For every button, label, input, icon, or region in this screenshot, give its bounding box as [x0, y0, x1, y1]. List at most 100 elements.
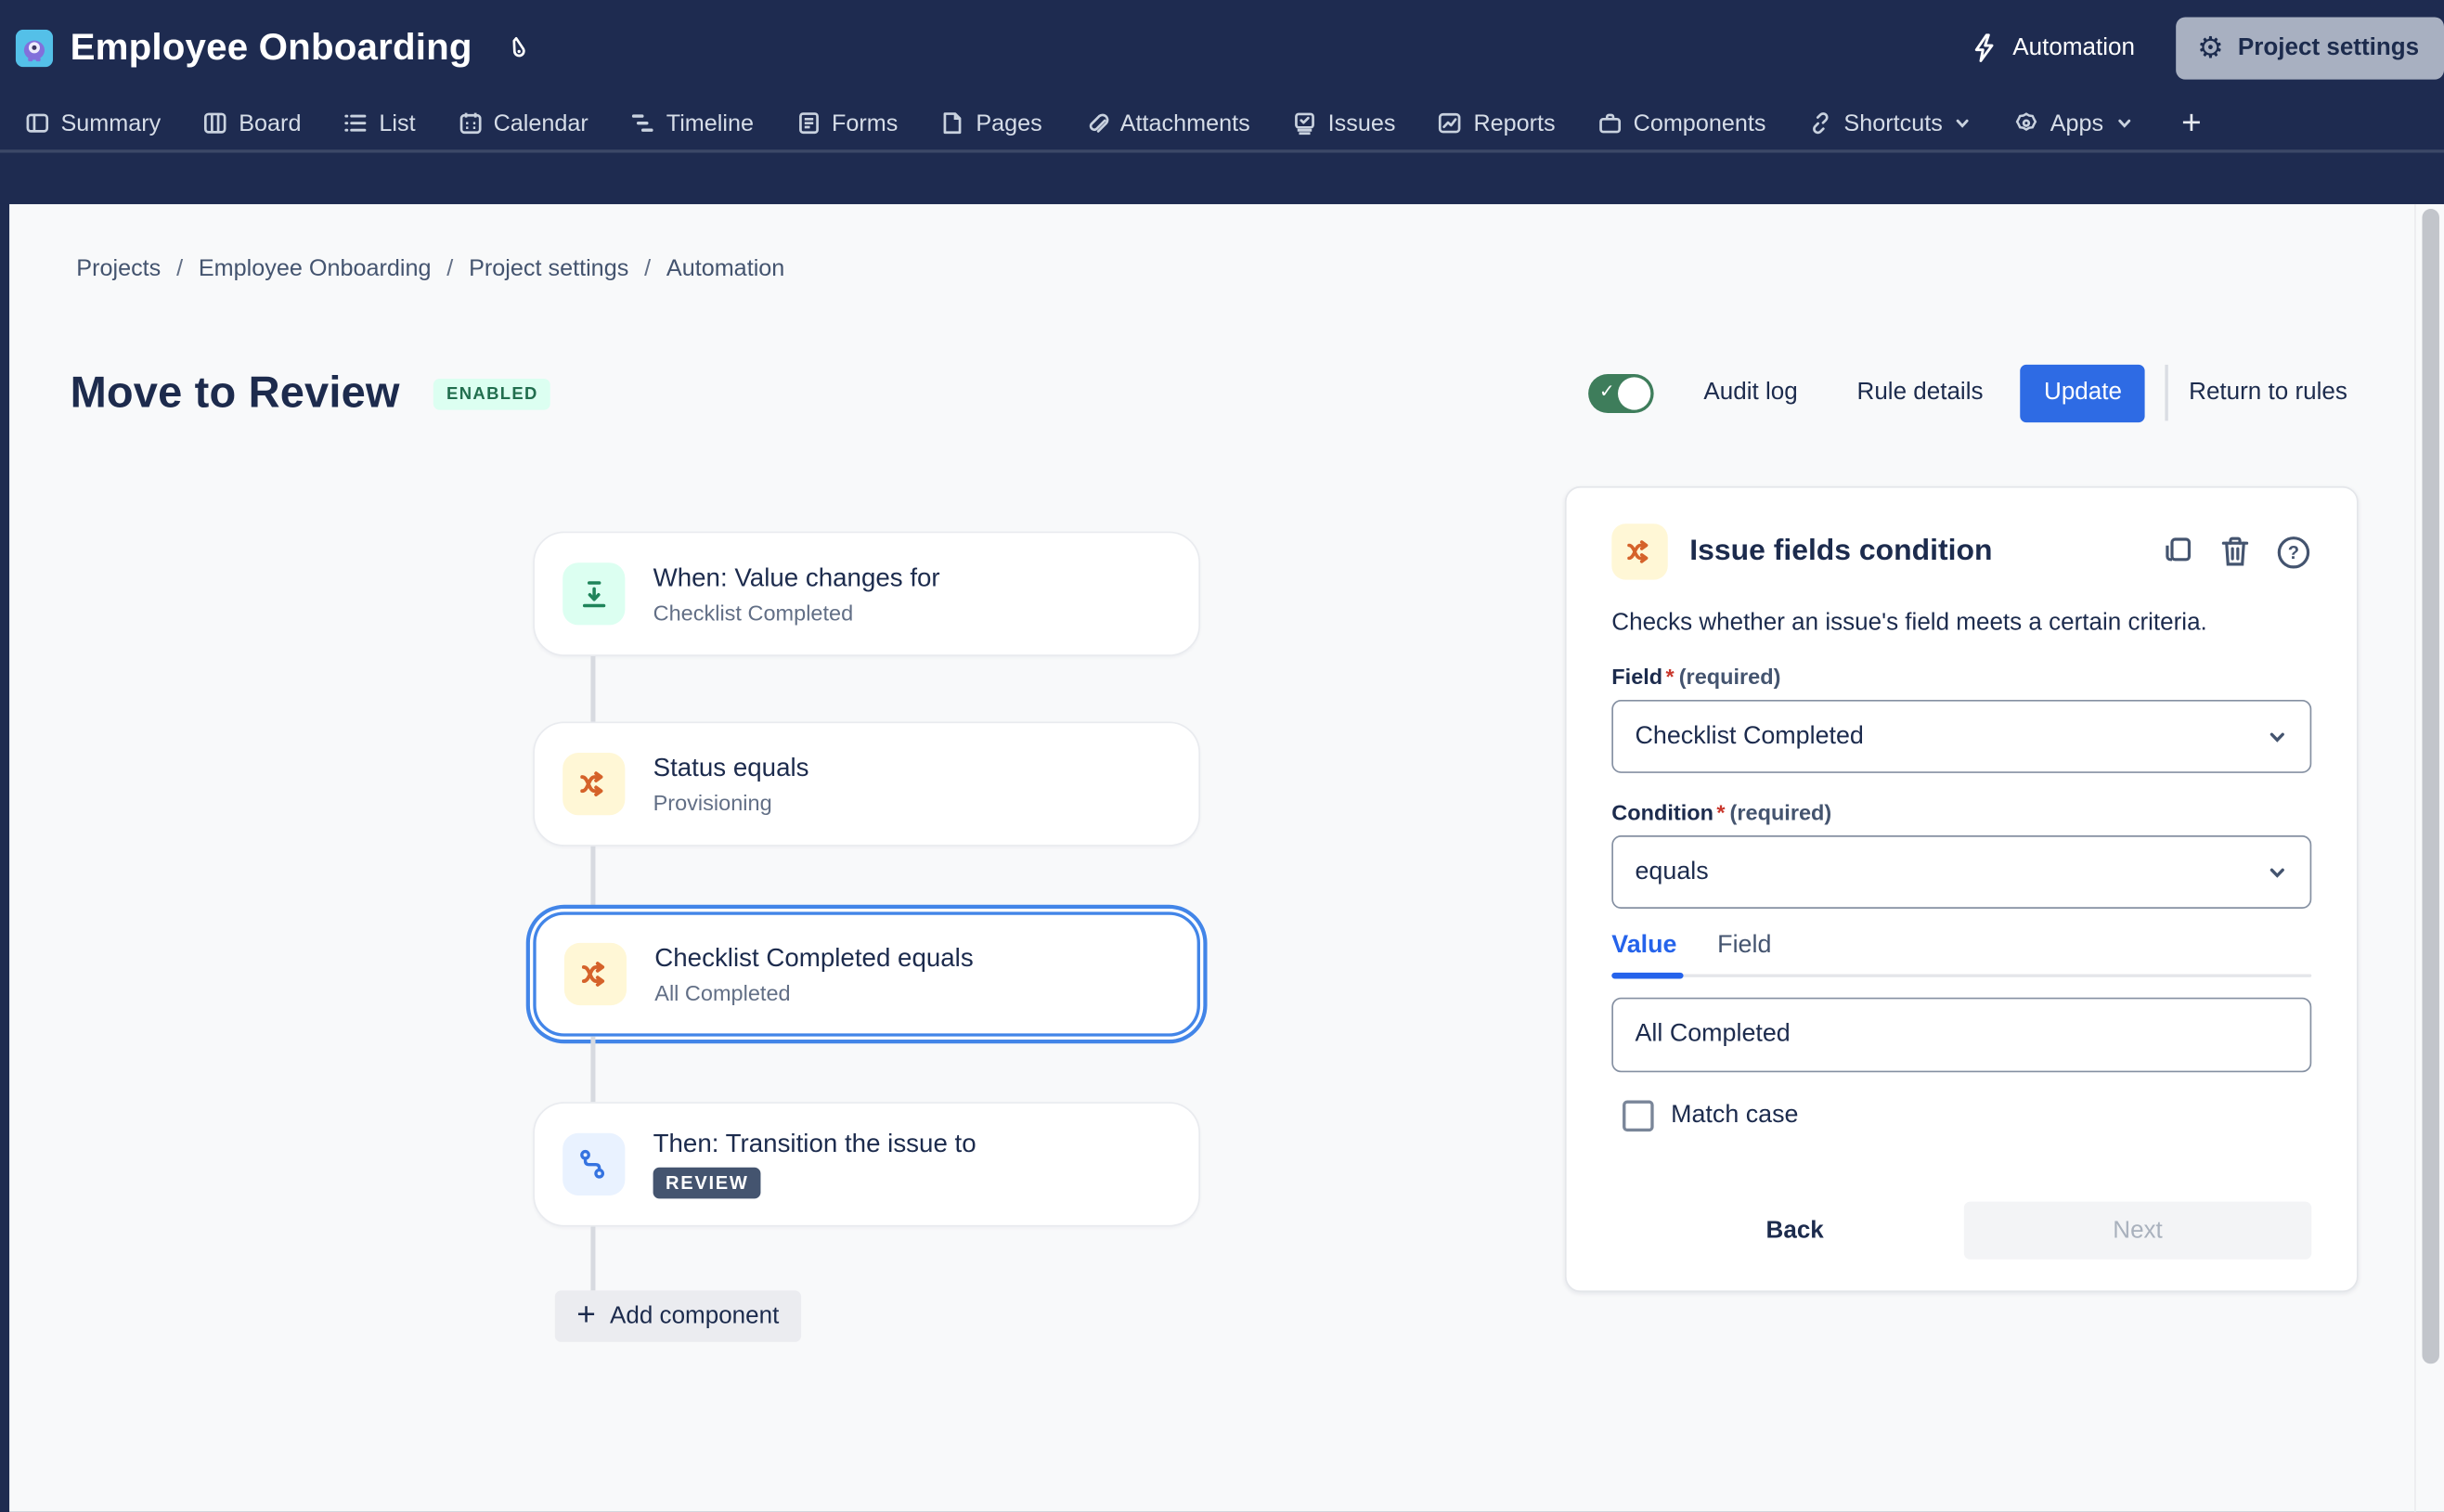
breadcrumb-project[interactable]: Employee Onboarding	[199, 255, 432, 282]
chevron-down-icon	[2114, 114, 2133, 133]
add-tab-button[interactable]: +	[2175, 103, 2207, 144]
project-settings-button[interactable]: ⚙ Project settings	[2176, 17, 2444, 79]
forms-icon	[795, 110, 821, 136]
issues-icon	[1292, 110, 1317, 136]
step-title: Then: Transition the issue to	[653, 1130, 976, 1159]
flow-connector	[590, 1227, 594, 1291]
add-component-button[interactable]: + Add component	[555, 1290, 801, 1341]
timeline-icon	[630, 110, 655, 136]
value-input[interactable]	[1611, 998, 2311, 1073]
field-label: Field*(required)	[1611, 664, 2311, 689]
page-title: Move to Review	[71, 368, 400, 418]
rule-step-transition-action[interactable]: Then: Transition the issue to REVIEW	[533, 1102, 1200, 1226]
breadcrumb-automation[interactable]: Automation	[666, 255, 784, 282]
step-title: When: Value changes for	[653, 563, 940, 593]
lightning-icon	[1971, 32, 1998, 64]
tab-field[interactable]: Field	[1717, 932, 1771, 960]
tab-board[interactable]: Board	[203, 110, 302, 136]
condition-label: Condition*(required)	[1611, 799, 2311, 824]
rule-details-button[interactable]: Rule details	[1857, 379, 1984, 407]
field-select[interactable]: Checklist Completed	[1611, 700, 2311, 773]
match-case-checkbox[interactable]	[1623, 1101, 1654, 1132]
rule-step-trigger[interactable]: When: Value changes for Checklist Comple…	[533, 532, 1200, 656]
tab-underline	[1611, 973, 2311, 979]
update-button[interactable]: Update	[2021, 364, 2145, 421]
next-button-disabled[interactable]: Next	[1964, 1202, 2311, 1260]
project-nav-tabs: Summary Board List Calendar Timeline For…	[25, 97, 2208, 149]
summary-icon	[25, 110, 50, 136]
project-home[interactable]: Employee Onboarding	[16, 27, 528, 71]
condition-select[interactable]: equals	[1611, 835, 2311, 909]
tab-shortcuts[interactable]: Shortcuts	[1808, 110, 1972, 136]
rule-step-status-condition[interactable]: Status equals Provisioning	[533, 721, 1200, 846]
flow-connector	[590, 846, 594, 912]
audit-log-button[interactable]: Audit log	[1703, 379, 1797, 407]
rename-project-icon[interactable]	[503, 36, 528, 61]
status-badge: ENABLED	[434, 379, 551, 410]
tab-pages[interactable]: Pages	[940, 110, 1042, 136]
chevron-down-icon	[2267, 726, 2289, 748]
breadcrumb-project-settings[interactable]: Project settings	[469, 255, 628, 282]
breadcrumb-projects[interactable]: Projects	[76, 255, 161, 282]
divider	[2166, 365, 2168, 420]
link-icon	[1808, 110, 1833, 136]
flow-connector	[590, 656, 594, 722]
transition-status-badge: REVIEW	[653, 1168, 761, 1199]
project-avatar	[16, 30, 53, 67]
breadcrumb-separator: /	[176, 255, 183, 282]
tab-timeline[interactable]: Timeline	[630, 110, 754, 136]
help-icon[interactable]: ?	[2276, 534, 2312, 570]
tab-reports[interactable]: Reports	[1438, 110, 1556, 136]
vertical-scrollbar[interactable]	[2422, 209, 2438, 1363]
tab-attachments[interactable]: Attachments	[1084, 110, 1250, 136]
gear-icon: ⚙	[2197, 33, 2224, 63]
pages-icon	[940, 110, 965, 136]
calendar-icon	[458, 110, 483, 136]
automation-shortcut[interactable]: Automation	[1971, 32, 2135, 64]
required-asterisk: *	[1666, 664, 1675, 689]
duplicate-icon[interactable]	[2160, 535, 2194, 569]
tab-list[interactable]: List	[343, 110, 416, 136]
tab-components[interactable]: Components	[1597, 110, 1765, 136]
left-rail	[0, 204, 9, 1512]
step-title: Checklist Completed equals	[654, 944, 973, 974]
breadcrumb-separator: /	[446, 255, 453, 282]
flow-connector	[590, 1037, 594, 1103]
step-subtitle: Checklist Completed	[653, 600, 940, 625]
rule-step-field-condition-selected[interactable]: Checklist Completed equals All Completed	[533, 911, 1200, 1036]
project-title: Employee Onboarding	[71, 27, 472, 71]
match-case-label: Match case	[1671, 1102, 1798, 1130]
match-case-row: Match case	[1623, 1101, 2311, 1132]
apps-icon	[2014, 110, 2039, 136]
main-content: Projects / Employee Onboarding / Project…	[9, 204, 2444, 1512]
breadcrumb: Projects / Employee Onboarding / Project…	[76, 255, 784, 282]
svg-text:?: ?	[2288, 542, 2299, 562]
chevron-down-icon	[1954, 114, 1972, 133]
shuffle-icon	[564, 943, 627, 1005]
shuffle-icon	[563, 753, 625, 815]
shuffle-icon	[1611, 523, 1667, 579]
paperclip-icon	[1084, 110, 1109, 136]
transition-icon	[563, 1133, 625, 1195]
breadcrumb-separator: /	[644, 255, 651, 282]
condition-config-panel: Issue fields condition ? Checks whether …	[1565, 486, 2359, 1292]
chevron-down-icon	[2267, 861, 2289, 884]
tab-calendar[interactable]: Calendar	[458, 110, 588, 136]
tab-apps[interactable]: Apps	[2014, 110, 2133, 136]
top-navigation: Employee Onboarding Automation ⚙ Project…	[0, 0, 2444, 204]
components-icon	[1597, 110, 1623, 136]
list-icon	[343, 110, 369, 136]
content-edge-line	[2414, 204, 2416, 1512]
rule-enabled-toggle[interactable]: ✓	[1588, 373, 1654, 412]
tab-forms[interactable]: Forms	[795, 110, 898, 136]
nav-divider	[0, 149, 2444, 152]
tab-summary[interactable]: Summary	[25, 110, 161, 136]
board-icon	[203, 110, 228, 136]
tab-issues[interactable]: Issues	[1292, 110, 1395, 136]
trash-icon[interactable]	[2218, 535, 2253, 569]
app-window: Employee Onboarding Automation ⚙ Project…	[0, 0, 2444, 1512]
back-button[interactable]: Back	[1756, 1202, 1832, 1261]
return-to-rules-button[interactable]: Return to rules	[2189, 379, 2347, 407]
step-title: Status equals	[653, 754, 809, 783]
tab-value[interactable]: Value	[1611, 932, 1676, 960]
